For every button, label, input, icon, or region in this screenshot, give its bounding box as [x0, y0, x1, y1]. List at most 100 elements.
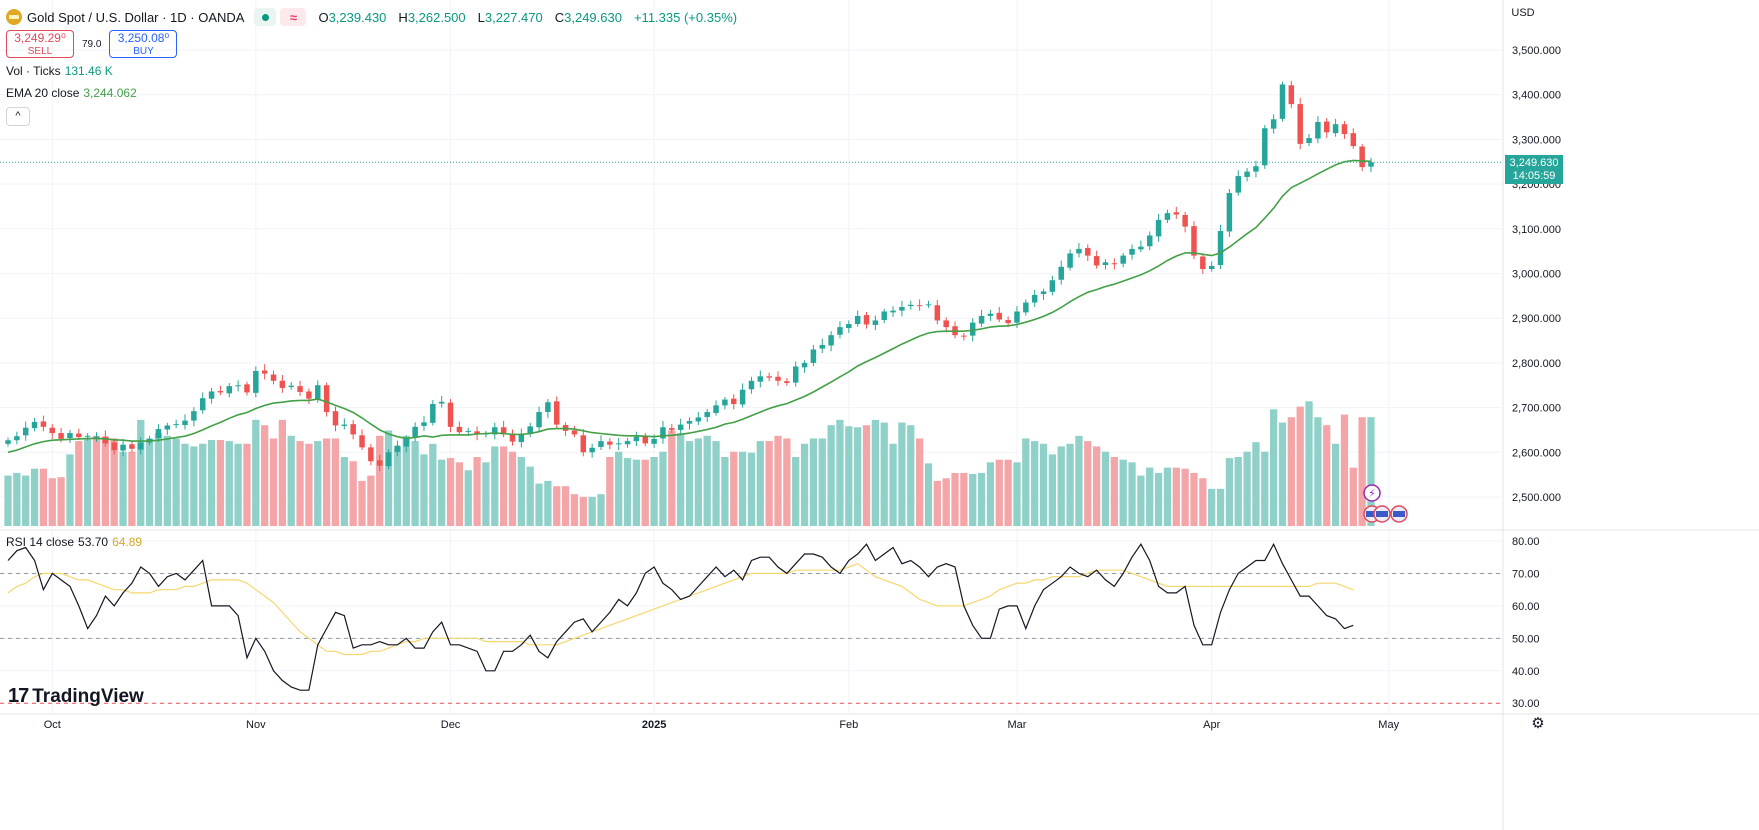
wave-icon[interactable]: ≈: [280, 8, 307, 26]
volume-bar: [181, 443, 189, 526]
close-value: C3,249.630: [554, 9, 622, 25]
x-tick-label: Apr: [1203, 719, 1220, 731]
candle-body: [49, 427, 55, 434]
candle-body: [1368, 162, 1374, 167]
candle-body: [1031, 294, 1038, 303]
volume-bar: [384, 430, 393, 526]
market-status-icon[interactable]: [254, 8, 277, 26]
gold-icon: [6, 9, 22, 25]
volume-bar: [738, 451, 747, 526]
gear-icon[interactable]: ⚙: [1531, 715, 1545, 732]
volume-bar: [685, 441, 694, 526]
candle-body: [500, 427, 507, 435]
candle-body: [31, 421, 38, 429]
ema-legend[interactable]: EMA 20 close 3,244.062: [6, 86, 137, 100]
candle-body: [492, 427, 498, 435]
candle-body: [598, 441, 604, 447]
candle-body: [1182, 214, 1188, 227]
buy-price: 3,250.08⁰: [117, 31, 170, 45]
candle-body: [1067, 253, 1073, 268]
candle-body: [1138, 246, 1144, 250]
rsi-legend[interactable]: RSI 14 close 53.70 64.89: [6, 535, 142, 549]
candle-body: [1049, 280, 1056, 292]
tradingview-logo[interactable]: 17 TradingView: [8, 685, 144, 708]
sell-button[interactable]: 3,249.29⁰ SELL: [6, 30, 74, 58]
volume-bar: [296, 441, 304, 526]
volume-bar: [1093, 446, 1101, 526]
volume-bar: [22, 475, 30, 526]
volume-bar: [1243, 451, 1251, 526]
volume-bar: [172, 438, 180, 526]
volume-bar: [827, 425, 835, 526]
legend-ohlc: Gold Spot / U.S. Dollar · 1D · OANDA ≈ O…: [0, 6, 737, 28]
candle-body: [615, 443, 622, 445]
candle-body: [1279, 84, 1286, 119]
y-tick-label: 3,500.000: [1512, 45, 1561, 57]
volume-bar: [986, 462, 995, 526]
volume-bar: [137, 419, 145, 526]
candle-body: [199, 398, 206, 411]
candle-body: [607, 441, 613, 445]
candle-body: [677, 424, 684, 430]
volume-bar: [1252, 442, 1260, 526]
volume-bar: [145, 438, 154, 526]
volume-bar: [659, 451, 667, 526]
volume-bar: [48, 478, 56, 526]
candle-body: [978, 315, 985, 324]
volume-bar: [1048, 454, 1057, 526]
candle-body: [403, 437, 410, 447]
candle-body: [84, 435, 91, 437]
candle-body: [801, 362, 808, 368]
candle-body: [704, 412, 710, 417]
volume-bar: [305, 443, 313, 526]
sell-label: SELL: [27, 46, 53, 57]
y-tick-label: 2,700.000: [1512, 403, 1561, 415]
volume-bar: [349, 461, 357, 526]
volume-bar: [429, 443, 437, 526]
volume-bar: [1261, 451, 1269, 526]
candle-body: [430, 404, 436, 423]
currency-selector[interactable]: USD: [1511, 7, 1535, 19]
candle-body: [341, 424, 348, 426]
volume-bar: [871, 419, 879, 526]
volume-bar: [1367, 417, 1375, 526]
volume-bar: [1323, 425, 1331, 526]
candle-body: [1288, 85, 1295, 105]
volume-bar: [482, 462, 490, 526]
candle-body: [226, 386, 233, 394]
candle-body: [1023, 302, 1029, 313]
candle-body: [1155, 219, 1162, 237]
symbol-title[interactable]: Gold Spot / U.S. Dollar · 1D · OANDA: [27, 9, 245, 25]
candle-body: [1297, 104, 1303, 144]
candle-body: [828, 335, 834, 346]
volume-bar: [1128, 462, 1136, 526]
volume-bar: [438, 459, 446, 526]
buy-button[interactable]: 3,250.08⁰ BUY: [109, 30, 178, 58]
candle-body: [164, 425, 171, 430]
candle-body: [766, 376, 772, 378]
volume-bar: [561, 486, 570, 526]
candle-body: [297, 386, 303, 392]
volume-bar: [1057, 446, 1065, 526]
candle-body: [138, 442, 144, 450]
collapse-legend-button[interactable]: ^: [6, 107, 30, 126]
candle-body: [93, 436, 100, 438]
y-tick-label: 3,300.000: [1512, 134, 1561, 146]
candle-body: [943, 320, 949, 328]
candle-body: [323, 385, 330, 413]
volume-bar: [119, 451, 127, 526]
volume-legend[interactable]: Vol · Ticks 131.46 K: [6, 64, 113, 78]
rsi-tick-label: 50.00: [1512, 633, 1540, 645]
volume-bar: [960, 472, 968, 526]
candle-body: [1315, 121, 1321, 139]
candle-body: [129, 444, 135, 449]
candle-body: [908, 304, 914, 307]
volume-bar: [402, 435, 410, 526]
candle-body: [288, 385, 294, 388]
candle-body: [775, 376, 781, 381]
candle-body: [1005, 319, 1011, 324]
volume-bar: [915, 438, 924, 526]
volume-bar: [92, 435, 101, 526]
volume-bar: [694, 438, 702, 526]
